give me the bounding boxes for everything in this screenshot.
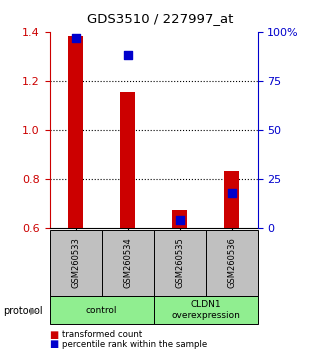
- Bar: [50, 296, 154, 324]
- Bar: [172, 210, 188, 228]
- Text: control: control: [86, 306, 117, 315]
- Bar: [224, 171, 239, 228]
- Point: [177, 217, 182, 223]
- Point: [73, 35, 78, 41]
- Text: transformed count: transformed count: [62, 330, 143, 339]
- Text: CLDN1
overexpression: CLDN1 overexpression: [171, 301, 240, 320]
- Bar: [102, 230, 154, 296]
- Text: GDS3510 / 227997_at: GDS3510 / 227997_at: [87, 12, 233, 25]
- Point: [125, 52, 130, 58]
- Text: percentile rank within the sample: percentile rank within the sample: [62, 339, 208, 349]
- Text: GSM260534: GSM260534: [123, 238, 132, 288]
- Text: GSM260535: GSM260535: [175, 238, 184, 288]
- Bar: [68, 35, 84, 228]
- Bar: [154, 230, 206, 296]
- Point: [229, 190, 234, 195]
- Text: GSM260536: GSM260536: [227, 238, 236, 288]
- Text: ■: ■: [50, 339, 59, 349]
- Text: GSM260533: GSM260533: [71, 238, 80, 288]
- Bar: [154, 296, 258, 324]
- Text: protocol: protocol: [3, 306, 43, 316]
- Bar: [120, 92, 135, 228]
- Bar: [206, 230, 258, 296]
- Text: ■: ■: [50, 330, 59, 339]
- Bar: [50, 230, 102, 296]
- Text: ▶: ▶: [30, 306, 37, 316]
